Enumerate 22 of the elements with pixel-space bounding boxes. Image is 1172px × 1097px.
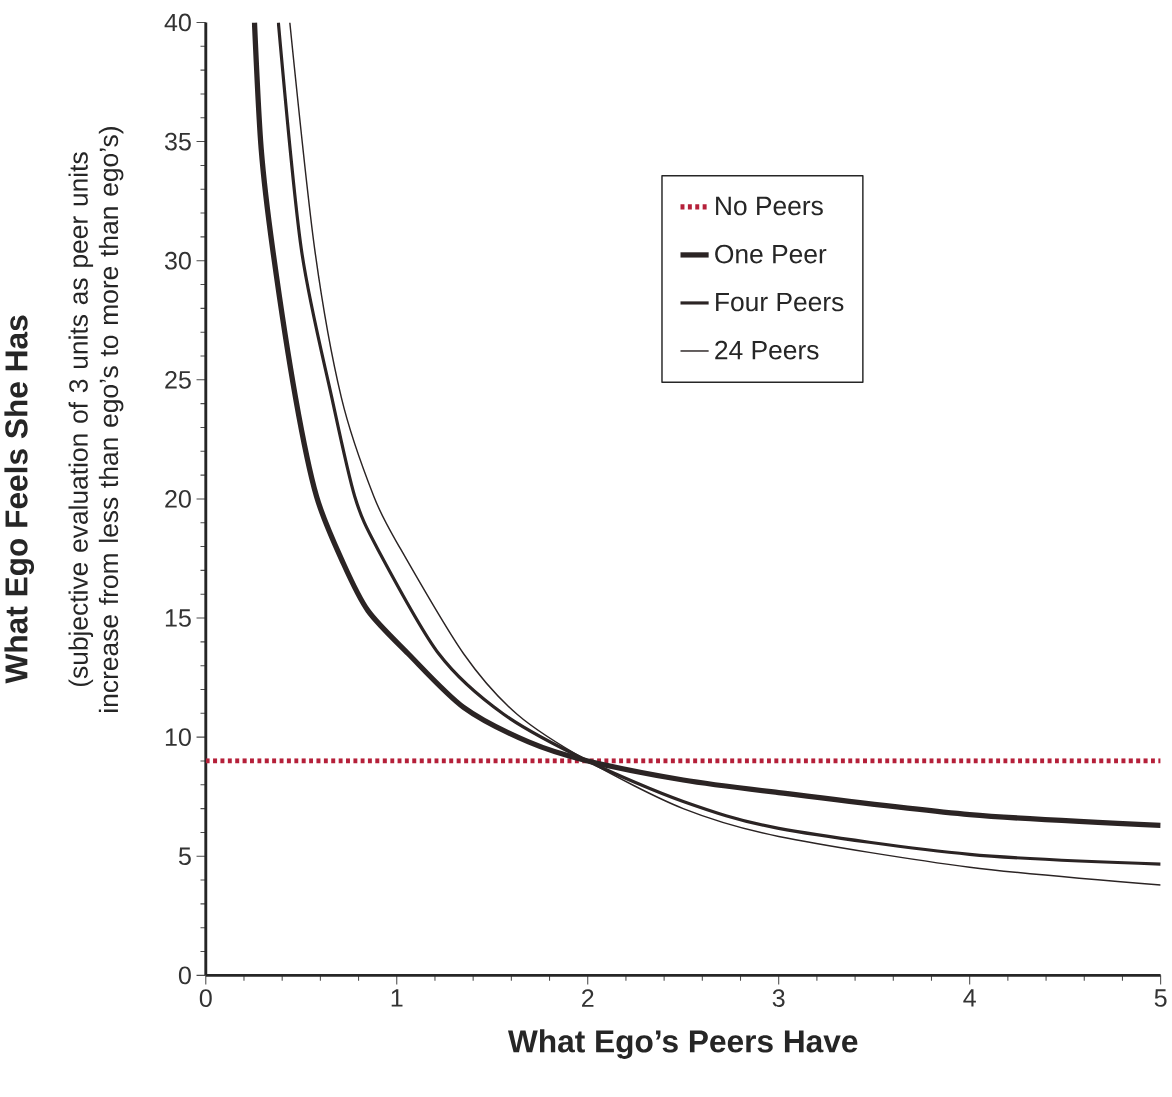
y-tick-label: 0 (178, 966, 191, 985)
y-tick-label: 20 (165, 490, 191, 508)
legend-label: 24 Peers (715, 340, 819, 360)
x-tick-label: 1 (391, 989, 403, 1007)
x-tick-label: 5 (1154, 989, 1167, 1007)
y-axis-title: What Ego Feels She Has (4, 315, 35, 684)
y-tick-label: 10 (165, 728, 191, 746)
y-tick-label: 35 (164, 132, 191, 151)
x-tick-label: 3 (772, 989, 785, 1007)
x-tick-label: 2 (582, 989, 594, 1007)
y-tick-label: 40 (164, 13, 191, 32)
y-tick-label: 15 (165, 609, 191, 627)
x-axis-title: What Ego’s Peers Have (507, 1029, 858, 1059)
x-tick-label: 4 (963, 989, 976, 1007)
text: (subjective evaluation of 3 units as peer units increase from less than ego’s to more than ego’s) (68, 127, 124, 712)
legend-label: Four Peers (716, 292, 844, 312)
legend-label: No Peers (716, 196, 823, 216)
legend-label: One Peer (715, 244, 827, 264)
y-tick-label: 30 (164, 251, 191, 270)
x-tick-label: 0 (199, 989, 212, 1007)
y-tick-label: 25 (165, 370, 191, 389)
y-tick-label: 5 (178, 847, 191, 865)
